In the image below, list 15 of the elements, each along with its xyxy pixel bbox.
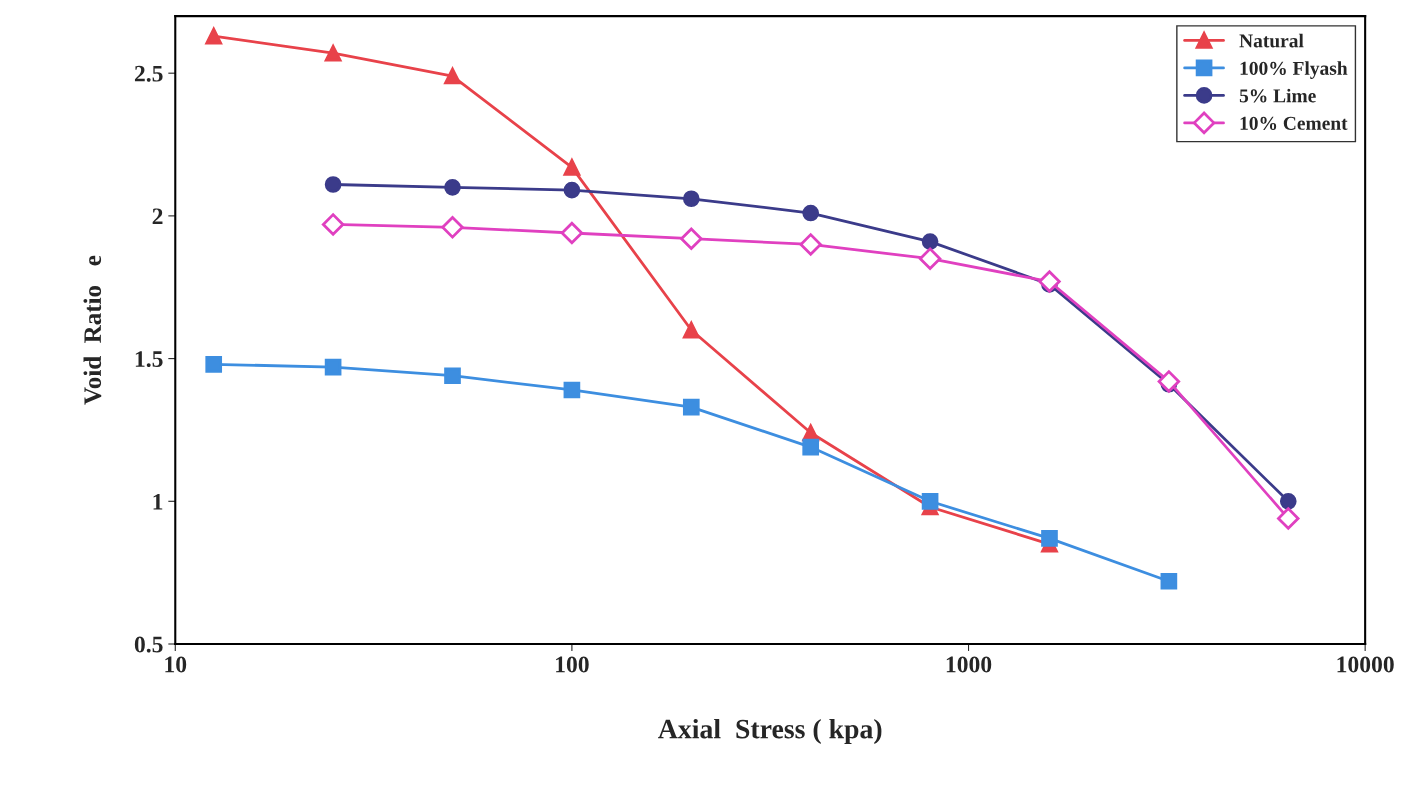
legend-label: 5% Lime	[1239, 88, 1316, 103]
legend-label: 10% Cement	[1240, 116, 1348, 130]
legend-label: Natural	[1239, 33, 1304, 48]
legend-label: 100% Flyash	[1240, 61, 1348, 79]
x-tick-label: 10000	[1337, 656, 1394, 673]
x-tick-label: 100	[556, 656, 589, 673]
y-tick-label: 2	[152, 208, 163, 225]
y-axis-title: Void Ratio e	[83, 255, 102, 405]
y-tick-label: 2.5	[134, 65, 163, 82]
x-axis-title: Axial Stress ( kpa)	[658, 718, 882, 745]
y-tick-label: 0.5	[134, 636, 163, 653]
x-tick-label: 10	[165, 656, 187, 673]
y-tick-label: 1.5	[135, 351, 163, 368]
x-tick-label: 1000	[946, 656, 992, 673]
y-tick-label: 1	[153, 493, 163, 510]
